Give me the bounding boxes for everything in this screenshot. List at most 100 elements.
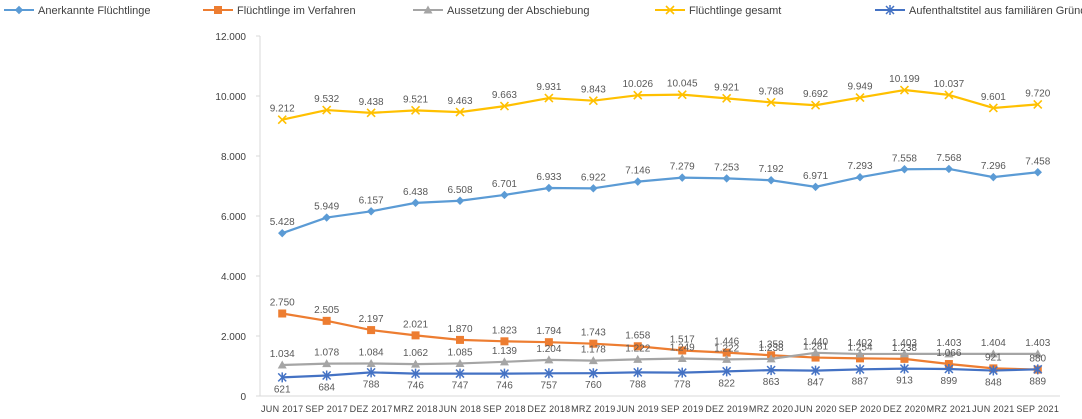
data-label: 1.440 xyxy=(803,337,828,348)
data-point xyxy=(500,337,508,345)
data-label: 1.078 xyxy=(314,348,339,359)
y-tick-label: 10.000 xyxy=(215,92,246,103)
data-label: 9.463 xyxy=(447,96,472,107)
data-label: 621 xyxy=(274,384,291,395)
legend-item: Flüchtlinge gesamt xyxy=(655,5,781,17)
x-tick-label: SEP 2017 xyxy=(305,404,348,414)
x-tick-label: SEP 2020 xyxy=(839,404,882,414)
data-label: 1.178 xyxy=(581,345,606,356)
x-tick-label: MRZ 2021 xyxy=(927,404,971,414)
data-label: 2.021 xyxy=(403,319,428,330)
data-label: 847 xyxy=(807,378,824,389)
data-label: 7.296 xyxy=(981,161,1006,172)
data-point xyxy=(1034,168,1042,176)
data-point xyxy=(722,174,730,182)
x-tick-label: JUN 2019 xyxy=(617,404,659,414)
data-label: 9.692 xyxy=(803,89,828,100)
legend-label: Aussetzung der Abschiebung xyxy=(447,5,590,17)
data-label: 848 xyxy=(985,378,1002,389)
data-label: 9.843 xyxy=(581,85,606,96)
data-label: 913 xyxy=(896,376,913,387)
series-line xyxy=(282,353,1038,365)
legend-label: Flüchtlinge im Verfahren xyxy=(237,5,356,17)
data-label: 6.701 xyxy=(492,179,517,190)
data-label: 5.949 xyxy=(314,202,339,213)
data-label: 7.293 xyxy=(847,161,872,172)
data-point xyxy=(678,173,686,181)
x-tick-label: DEZ 2019 xyxy=(705,404,748,414)
data-labels: 5.428 5.949 6.157 6.438 6.508 6.701 6.933 6.922… xyxy=(270,74,1051,395)
data-label: 1.794 xyxy=(536,326,561,337)
data-label: 1.066 xyxy=(936,348,961,359)
data-label: 7.558 xyxy=(892,153,917,164)
data-point xyxy=(500,191,508,199)
data-label: 6.438 xyxy=(403,187,428,198)
data-label: 6.922 xyxy=(581,172,606,183)
series-line xyxy=(282,314,1038,370)
data-label: 747 xyxy=(452,381,469,392)
data-point xyxy=(323,317,331,325)
data-label: 1.204 xyxy=(536,344,561,355)
data-label: 1.222 xyxy=(714,343,739,354)
data-label: 1.403 xyxy=(936,338,961,349)
data-point xyxy=(989,173,997,181)
data-label: 2.197 xyxy=(359,314,384,325)
data-label: 880 xyxy=(1029,354,1046,365)
data-point xyxy=(634,177,642,185)
y-tick-label: 2.000 xyxy=(221,332,246,343)
data-label: 7.458 xyxy=(1025,156,1050,167)
x-tick-label: SEP 2018 xyxy=(483,404,526,414)
data-label: 1.823 xyxy=(492,325,517,336)
data-label: 2.750 xyxy=(270,298,295,309)
data-label: 1.085 xyxy=(447,347,472,358)
x-tick-label: SEP 2019 xyxy=(661,404,704,414)
data-label: 1.403 xyxy=(1025,338,1050,349)
data-label: 746 xyxy=(496,381,513,392)
series xyxy=(278,86,1042,124)
data-label: 863 xyxy=(763,377,780,388)
legend-marker xyxy=(214,6,222,14)
x-tick-label: DEZ 2020 xyxy=(883,404,926,414)
x-tick-label: JUN 2020 xyxy=(794,404,836,414)
data-point xyxy=(856,173,864,181)
data-label: 6.508 xyxy=(447,185,472,196)
data-label: 6.157 xyxy=(359,195,384,206)
data-label: 757 xyxy=(541,380,558,391)
x-tick-label: SEP 2021 xyxy=(1016,404,1059,414)
data-label: 1.034 xyxy=(270,349,295,360)
data-point xyxy=(411,199,419,207)
data-label: 9.949 xyxy=(847,82,872,93)
legend-label: Anerkannte Flüchtlinge xyxy=(38,5,151,17)
series-line xyxy=(282,90,1038,120)
data-label: 1.658 xyxy=(625,330,650,341)
data-label: 7.146 xyxy=(625,166,650,177)
legend-item: Anerkannte Flüchtlinge xyxy=(4,5,151,17)
x-tick-label: MRZ 2018 xyxy=(393,404,437,414)
series-line xyxy=(282,169,1038,233)
data-label: 9.788 xyxy=(759,86,784,97)
x-tick-label: MRZ 2020 xyxy=(749,404,793,414)
data-point xyxy=(412,331,420,339)
data-label: 788 xyxy=(629,379,646,390)
data-label: 9.521 xyxy=(403,94,428,105)
data-label: 822 xyxy=(718,378,735,389)
data-point xyxy=(767,176,775,184)
data-label: 9.931 xyxy=(536,82,561,93)
legend-label: Flüchtlinge gesamt xyxy=(689,5,781,17)
data-label: 10.026 xyxy=(622,79,653,90)
legend-item: Aussetzung der Abschiebung xyxy=(413,5,590,17)
data-point xyxy=(322,213,330,221)
data-label: 1.870 xyxy=(447,324,472,335)
data-label: 9.212 xyxy=(270,104,295,115)
data-label: 1.402 xyxy=(847,338,872,349)
series-lines xyxy=(278,86,1043,382)
data-label: 9.663 xyxy=(492,90,517,101)
data-label: 7.279 xyxy=(670,162,695,173)
data-label: 9.921 xyxy=(714,82,739,93)
data-label: 9.720 xyxy=(1025,88,1050,99)
legend-marker xyxy=(15,6,23,14)
data-label: 9.532 xyxy=(314,94,339,105)
x-tick-label: JUN 2017 xyxy=(261,404,303,414)
data-point xyxy=(278,229,286,237)
